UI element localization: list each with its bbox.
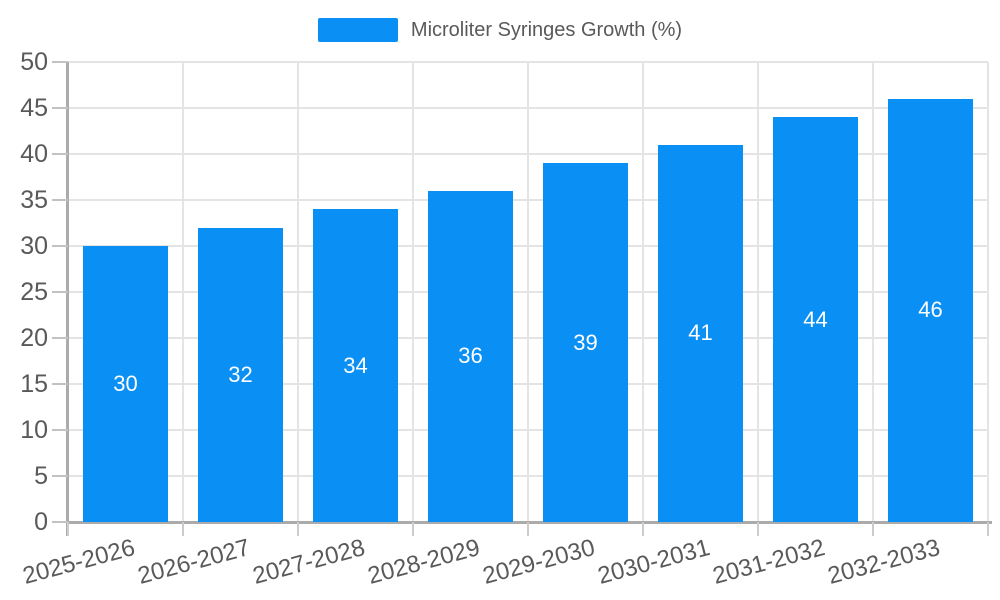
legend-swatch [317, 18, 398, 42]
x-axis-tick-label: 2028-2029 [364, 534, 483, 590]
bar[interactable] [83, 246, 168, 522]
bar[interactable] [428, 190, 513, 522]
bar[interactable] [543, 163, 628, 522]
y-axis-tick-label: 5 [34, 462, 48, 490]
bar[interactable] [658, 144, 743, 522]
x-axis-tick-label: 2026-2027 [134, 534, 253, 590]
x-axis-tick-label: 2030-2031 [594, 534, 713, 590]
y-axis-tick-mark [52, 429, 68, 431]
bar[interactable] [888, 98, 973, 522]
bar[interactable] [198, 227, 283, 522]
x-axis-tick-label: 2032-2033 [824, 534, 943, 590]
x-axis-tick-mark [412, 522, 414, 536]
x-axis-tick-label: 2029-2030 [479, 534, 598, 590]
y-axis-tick-mark [52, 245, 68, 247]
x-axis-tick-mark [67, 522, 69, 536]
bar-value-label: 46 [918, 297, 943, 323]
x-axis-tick-mark [987, 522, 989, 536]
x-axis-tick-mark [872, 522, 874, 536]
bar-value-label: 44 [803, 306, 828, 332]
y-axis-tick-mark [52, 383, 68, 385]
y-axis-tick-label: 45 [20, 94, 48, 122]
bar-value-label: 41 [688, 320, 713, 346]
x-axis-tick-mark [757, 522, 759, 536]
legend-label: Microliter Syringes Growth (%) [410, 18, 683, 41]
y-axis-tick-label: 35 [20, 186, 48, 214]
y-axis-tick-mark [52, 521, 68, 523]
x-axis-tick-label: 2027-2028 [249, 534, 368, 590]
y-axis-tick-mark [52, 291, 68, 293]
y-axis-tick-label: 25 [20, 278, 48, 306]
gridline-vertical [182, 62, 184, 522]
gridline-vertical [297, 62, 299, 522]
x-axis-tick-mark [642, 522, 644, 536]
gridline-vertical [527, 62, 529, 522]
y-axis-tick-label: 30 [20, 232, 48, 260]
y-axis-tick-mark [52, 337, 68, 339]
y-axis-tick-mark [52, 107, 68, 109]
y-axis-tick-mark [52, 199, 68, 201]
y-axis-tick-label: 40 [20, 140, 48, 168]
bar-value-label: 30 [113, 371, 138, 396]
bar-value-label: 36 [458, 343, 483, 369]
bar-value-label: 39 [573, 329, 598, 355]
x-axis-tick-label: 2031-2032 [709, 534, 828, 590]
y-axis-tick-mark [52, 475, 68, 477]
gridline-vertical [412, 62, 414, 522]
y-axis-tick-label: 0 [34, 508, 48, 536]
x-axis-tick-mark [297, 522, 299, 536]
bar[interactable] [773, 117, 858, 522]
x-axis-tick-mark [182, 522, 184, 536]
gridline-vertical [642, 62, 644, 522]
gridline-vertical [987, 62, 989, 522]
gridline-vertical [872, 62, 874, 522]
x-axis-tick-mark [527, 522, 529, 536]
y-axis-tick-label: 50 [20, 48, 48, 76]
gridline-vertical [757, 62, 759, 522]
y-axis-tick-mark [52, 153, 68, 155]
y-axis-tick-mark [52, 61, 68, 63]
bar-value-label: 32 [228, 361, 253, 387]
y-axis-line [66, 62, 69, 536]
legend[interactable]: Microliter Syringes Growth (%) [0, 18, 1000, 42]
y-axis-tick-label: 20 [20, 324, 48, 352]
y-axis-tick-label: 10 [20, 416, 48, 444]
bar[interactable] [313, 209, 398, 522]
x-axis-line [66, 521, 992, 524]
bar-value-label: 34 [343, 352, 368, 378]
x-axis-tick-label: 2025-2026 [19, 534, 138, 590]
y-axis-tick-label: 15 [20, 370, 48, 398]
